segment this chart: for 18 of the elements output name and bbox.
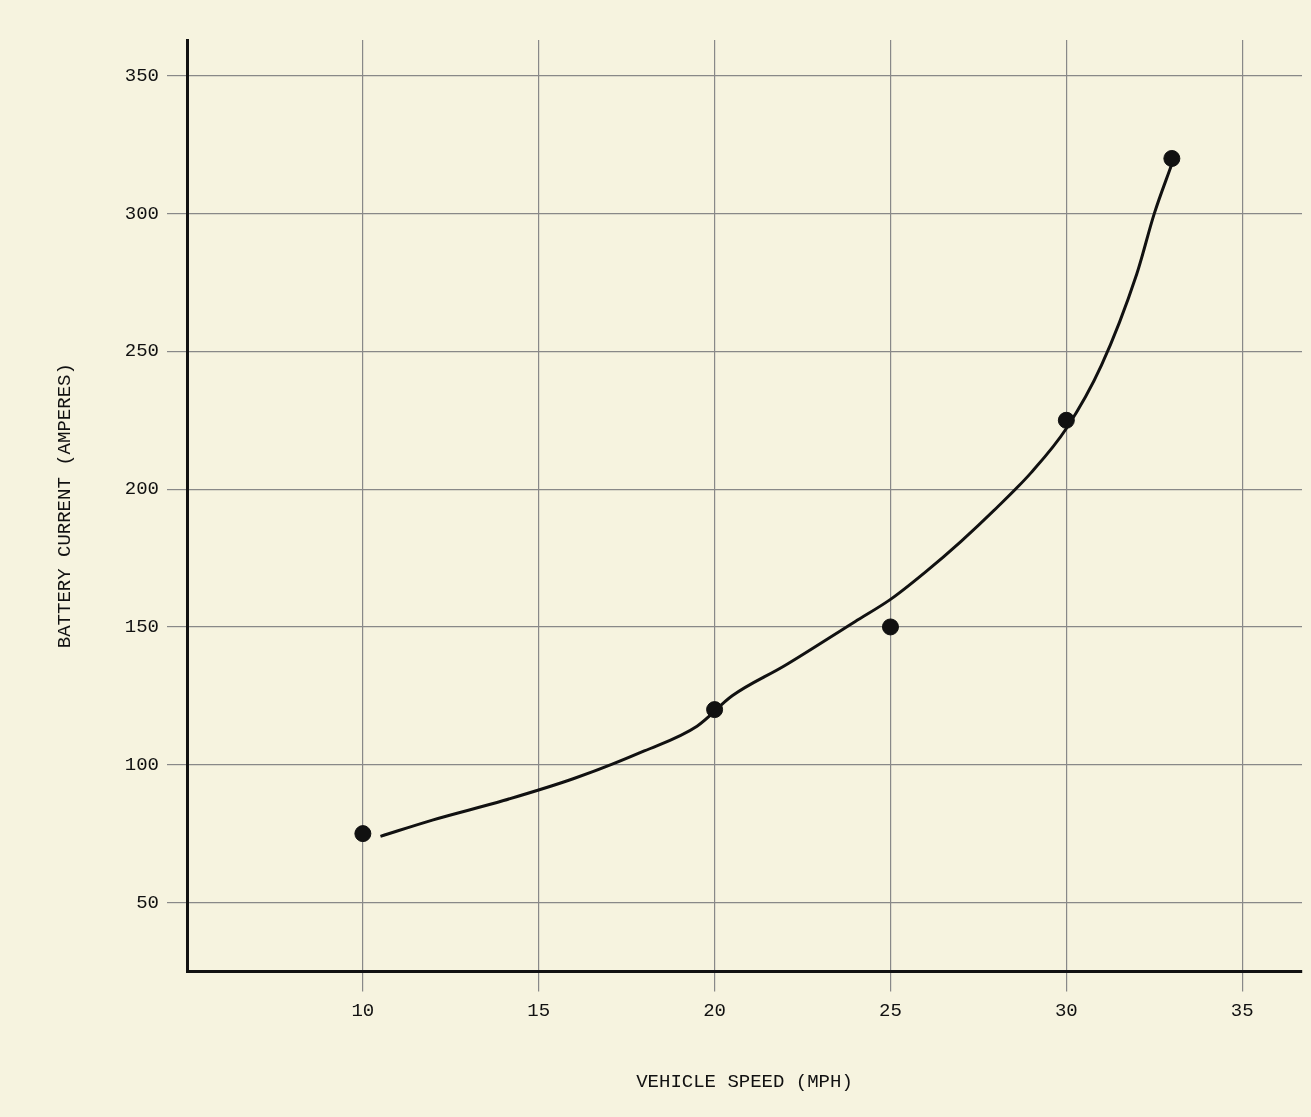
point: [1163, 149, 1181, 167]
x-tick-label: 10: [351, 999, 375, 1022]
x-tick-label: 25: [879, 999, 902, 1022]
y-tick-label: 200: [124, 478, 160, 501]
y-tick-label: 300: [124, 202, 160, 225]
x-axis-title: VEHICLE SPEED (MPH): [636, 1070, 853, 1093]
y-tick-label: 150: [124, 615, 160, 638]
y-axis-title: BATTERY CURRENT (AMPERES): [54, 363, 77, 649]
x-tick-label: 35: [1230, 999, 1254, 1022]
x-tick-label: 30: [1054, 999, 1078, 1022]
point: [881, 618, 899, 636]
x-tick-label: 20: [703, 999, 727, 1022]
y-tick-label: 350: [124, 64, 160, 87]
y-tick-label: 250: [124, 340, 160, 363]
y-tick-label: 50: [136, 891, 160, 914]
x-tick-label: 15: [527, 999, 551, 1022]
point: [354, 825, 372, 843]
y-tick-label: 100: [124, 753, 160, 776]
